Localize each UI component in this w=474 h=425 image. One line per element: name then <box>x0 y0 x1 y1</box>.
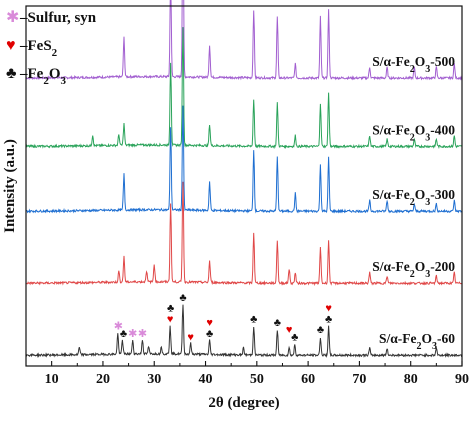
plot-frame <box>25 5 463 367</box>
series-line <box>25 181 463 287</box>
peak-marker: ✱ <box>128 328 137 340</box>
peak-marker: ♣ <box>179 292 186 304</box>
peak-marker: ♣ <box>291 331 298 343</box>
legend-entry: –Sulfur, syn <box>19 10 97 26</box>
legend-symbol: ♥ <box>6 37 16 54</box>
peak-marker: ♣ <box>120 328 127 340</box>
x-tick-label: 60 <box>301 372 315 387</box>
legend-entry: –Fe2O3 <box>19 66 67 87</box>
series-line <box>25 105 463 214</box>
series-label: S/α-Fe2O3-200 <box>372 259 455 280</box>
series-label: S/α-Fe2O3-60 <box>379 331 455 352</box>
series-label: S/α-Fe2O3-500 <box>372 54 455 75</box>
peak-marker: ♣ <box>250 313 257 325</box>
legend-symbol: ✱ <box>6 9 19 26</box>
peak-marker: ♣ <box>317 324 324 336</box>
peak-marker: ♥ <box>286 324 293 336</box>
peak-marker: ♥ <box>325 302 332 314</box>
x-axis-ticks: 10 20 30 40 50 60 70 80 90 <box>25 361 469 387</box>
x-tick-label: 20 <box>96 372 110 387</box>
series-label: S/α-Fe2O3-400 <box>372 122 455 143</box>
series-line <box>25 27 463 150</box>
x-tick-label: 10 <box>45 372 59 387</box>
series-line <box>26 304 463 359</box>
peak-markers: ✱♣ ✱ ✱♥♣♣♥♥♣♣ ♣♥♣♣♥♣ <box>114 292 333 344</box>
legend: ✱ –Sulfur, syn♥ –FeS2♣ –Fe2O3 <box>6 9 97 87</box>
peak-marker: ♣ <box>167 302 174 314</box>
series-label: S/α-Fe2O3-300 <box>372 187 455 208</box>
legend-entry: –FeS2 <box>19 38 58 59</box>
peak-marker: ♣ <box>325 313 332 325</box>
series-line <box>25 0 463 81</box>
series-traces <box>25 0 463 359</box>
peak-marker: ✱ <box>114 321 123 333</box>
peak-marker: ♣ <box>274 317 281 329</box>
legend-symbol: ♣ <box>6 65 17 82</box>
peak-marker: ♥ <box>167 313 174 325</box>
series-labels: S/α-Fe2O3-500 S/α-Fe2O3-400 S/α-Fe2O3-300 S… <box>372 54 455 352</box>
x-tick-label: 50 <box>250 372 264 387</box>
x-axis-label: 2θ (degree) <box>208 395 279 411</box>
peak-marker: ♣ <box>206 328 213 340</box>
y-axis-label: Intensity (a.u.) <box>2 139 18 233</box>
peak-marker: ♥ <box>187 331 194 343</box>
x-tick-label: 80 <box>404 372 418 387</box>
x-tick-label: 30 <box>147 372 161 387</box>
x-tick-label: 70 <box>352 372 366 387</box>
x-tick-label: 40 <box>199 372 213 387</box>
peak-marker: ✱ <box>138 328 147 340</box>
peak-marker: ♥ <box>206 317 213 329</box>
x-tick-label: 90 <box>455 372 469 387</box>
